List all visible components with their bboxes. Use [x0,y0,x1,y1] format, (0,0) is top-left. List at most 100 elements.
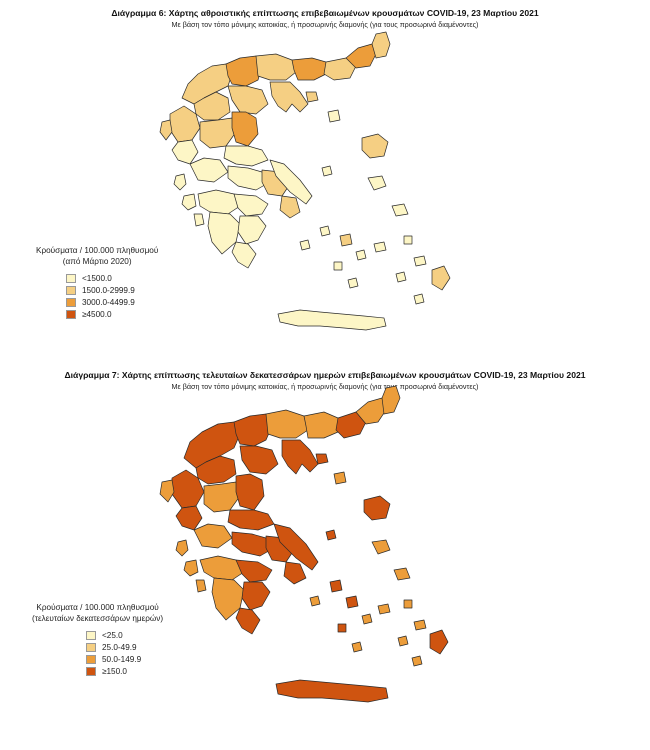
region [363,495,391,521]
legend-swatch [66,310,76,319]
region [411,655,423,667]
legend-item: 50.0-149.9 [86,654,163,665]
legend-item: <1500.0 [66,273,158,284]
region [175,539,189,557]
region [299,239,311,251]
diagram-7-map [159,385,449,703]
legend-label: <1500.0 [82,274,112,283]
region [183,559,199,577]
region [159,119,173,141]
region [281,439,319,475]
region [273,523,319,571]
legend-item: 3000.0-4499.9 [66,297,158,308]
region [203,481,241,513]
legend-label: 50.0-149.9 [102,655,142,664]
region [193,91,231,121]
region [395,271,407,283]
diagram-6-legend: Κρούσματα / 100.000 πληθυσμού (από Μάρτι… [36,245,158,320]
region [241,581,271,611]
region [277,309,387,331]
region [397,635,409,647]
region [371,539,391,555]
region [309,595,321,607]
region [337,623,347,633]
region [233,193,269,217]
region [325,529,337,541]
legend-item: 1500.0-2999.9 [66,285,158,296]
region [171,469,205,509]
region [237,215,267,245]
region [303,411,339,439]
region [355,249,367,261]
region [269,81,309,113]
diagram-7-subtitle: Με βάση τον τόπο μόνιμης κατοικίας, ή πρ… [171,382,479,391]
region [207,211,241,255]
diagram-6-map [159,31,451,331]
diagram-7-title: Διάγραμμα 7: Χάρτης επίπτωσης τελευταίων… [64,370,586,380]
region [305,91,319,103]
region [227,165,271,191]
region [373,241,387,253]
diagram-6-subtitle: Με βάση τον τόπο μόνιμης κατοικίας, ή πρ… [171,20,479,29]
legend-swatch [66,286,76,295]
diagram-7-legend: Κρούσματα / 100.000 πληθυσμού (τελευταίω… [32,602,163,677]
region [291,57,327,81]
region [275,679,389,703]
legend-item: <25.0 [86,630,163,641]
region [199,555,245,581]
legend-label: ≥4500.0 [82,310,112,319]
legend-title-line2: (τελευταίων δεκατεσσάρων ημερών) [32,614,164,623]
diagram-7-panel: Διάγραμμα 7: Χάρτης επίπτωσης τελευταίων… [0,362,650,750]
legend-swatch [86,667,96,676]
region [329,579,343,593]
legend-label: 25.0-49.9 [102,643,137,652]
region [193,213,205,227]
region [255,53,297,81]
region [189,157,229,183]
diagram-6-title: Διάγραμμα 6: Χάρτης αθροιστικής επίπτωση… [111,8,539,18]
region [225,55,263,87]
region [235,559,273,583]
region [327,109,341,123]
region [345,595,359,609]
legend-swatch [66,274,76,283]
region [413,255,427,267]
region [211,577,245,621]
region [371,31,391,59]
region [377,603,391,615]
region [413,619,427,631]
region [175,505,203,531]
region [233,413,273,447]
region [265,409,309,439]
region [403,599,413,609]
region [197,189,241,215]
region [279,195,301,219]
region [173,173,187,191]
region [351,641,363,653]
region [319,225,331,237]
legend-title-line1: Κρούσματα / 100.000 πληθυσμού [36,603,159,612]
region [391,203,409,217]
region [403,235,413,245]
region [235,607,261,635]
region [195,455,237,485]
diagram-6-panel: Διάγραμμα 6: Χάρτης αθροιστικής επίπτωση… [0,0,650,360]
region [347,277,359,289]
region [193,523,233,549]
region [333,261,343,271]
legend-label: <25.0 [102,631,123,640]
region [171,139,199,165]
region [199,117,237,149]
region [269,159,313,205]
region [315,453,329,465]
legend-title-line1: Κρούσματα / 100.000 πληθυσμού [36,246,159,255]
region [231,241,257,269]
region [381,385,401,415]
region [159,479,175,503]
region [361,613,373,625]
region [431,265,451,291]
legend-swatch [66,298,76,307]
region [333,471,347,485]
legend-label: 1500.0-2999.9 [82,286,135,295]
region [339,233,353,247]
